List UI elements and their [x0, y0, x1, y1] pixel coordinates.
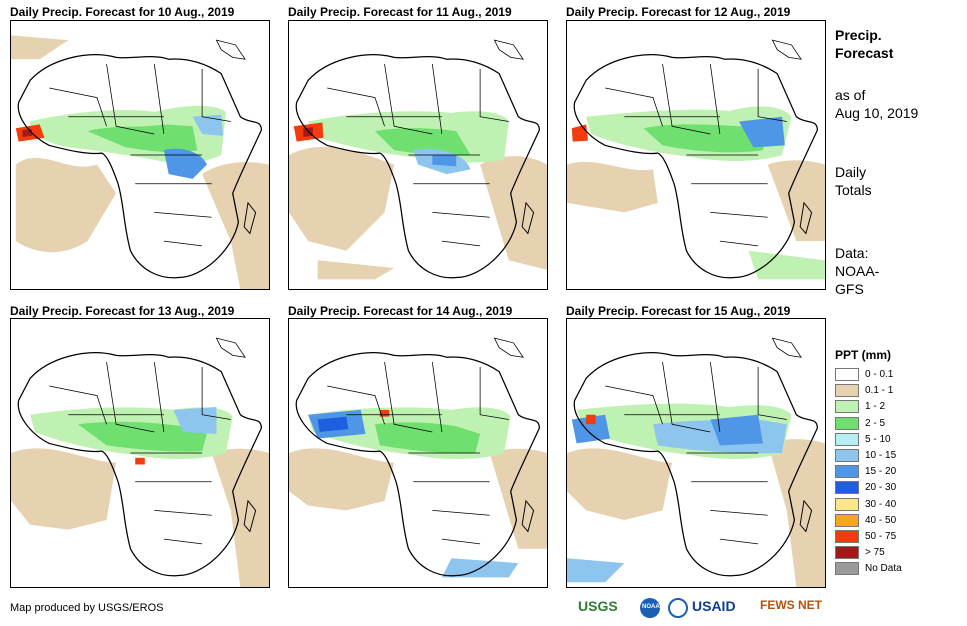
legend-label: > 75 [865, 547, 885, 559]
legend-swatch [835, 368, 859, 381]
legend-swatch [835, 449, 859, 462]
sidebar-asof-line1: as of [835, 87, 866, 103]
legend-swatch [835, 384, 859, 398]
legend-title: PPT (mm) [835, 348, 892, 362]
legend-swatch [835, 562, 859, 576]
noaa-logo: NOAA [640, 598, 660, 618]
forecast-map-5 [288, 318, 548, 588]
panel-title-2: Daily Precip. Forecast for 11 Aug., 2019 [288, 5, 512, 19]
sidebar-title: Precip. Forecast [835, 26, 893, 62]
panel-title-1: Daily Precip. Forecast for 10 Aug., 2019 [10, 5, 235, 19]
legend-swatch [835, 530, 859, 543]
usaid-logo: USAID [692, 598, 736, 614]
legend-label: 0 - 0.1 [865, 369, 894, 380]
legend-label: 40 - 50 [865, 514, 897, 526]
panel-title-6: Daily Precip. Forecast for 15 Aug., 2019 [566, 304, 791, 318]
legend-swatch [835, 513, 859, 527]
legend-swatch [835, 546, 859, 560]
fews-net-logo: FEWS NET [760, 598, 822, 612]
sidebar-data-line1: Data: [835, 245, 869, 261]
forecast-map-4 [10, 318, 270, 588]
legend-label: 10 - 15 [865, 450, 897, 461]
legend-swatch [835, 465, 859, 479]
sidebar-title-line2: Forecast [835, 45, 894, 61]
legend-swatch [835, 416, 859, 430]
sidebar-asof-date: Aug 10, 2019 [835, 105, 919, 121]
sidebar-data-line2: NOAA- [835, 263, 880, 279]
sidebar-title-line1: Precip. [835, 27, 882, 43]
legend-label: 20 - 30 [865, 482, 897, 494]
legend-label: 2 - 5 [865, 417, 886, 429]
panel-title-5: Daily Precip. Forecast for 14 Aug., 2019 [288, 304, 513, 318]
legend-label: 50 - 75 [865, 531, 897, 542]
legend-label: 15 - 20 [865, 466, 897, 478]
legend-label: 5 - 10 [865, 433, 891, 445]
sidebar-totals: Daily Totals [835, 163, 872, 199]
legend-swatch [835, 497, 859, 511]
legend-label: No Data [865, 563, 902, 575]
sidebar-totals-line2: Totals [835, 182, 872, 198]
legend-swatch [835, 432, 859, 446]
legend-label: 30 - 40 [865, 498, 897, 510]
sidebar-data-line3: GFS [835, 281, 864, 297]
forecast-map-2 [288, 20, 548, 290]
sidebar-asof: as of Aug 10, 2019 [835, 86, 918, 122]
legend-label: 0.1 - 1 [865, 385, 894, 397]
legend-label: 1 - 2 [865, 401, 886, 413]
legend-swatch [835, 400, 859, 414]
legend-swatch [835, 481, 859, 495]
panel-title-4: Daily Precip. Forecast for 13 Aug., 2019 [10, 304, 235, 318]
sidebar-data-source: Data: NOAA- GFS [835, 244, 879, 298]
forecast-map-3 [566, 20, 826, 290]
panel-title-3: Daily Precip. Forecast for 12 Aug., 2019 [566, 5, 791, 19]
usgs-logo: USGS [578, 598, 618, 614]
noaa-logo-text: NOAA [642, 604, 660, 610]
seal-icon [668, 598, 688, 618]
forecast-map-6 [566, 318, 826, 588]
forecast-map-1 [10, 20, 270, 290]
map-credit: Map produced by USGS/EROS [10, 602, 164, 614]
sidebar-totals-line1: Daily [835, 164, 867, 180]
